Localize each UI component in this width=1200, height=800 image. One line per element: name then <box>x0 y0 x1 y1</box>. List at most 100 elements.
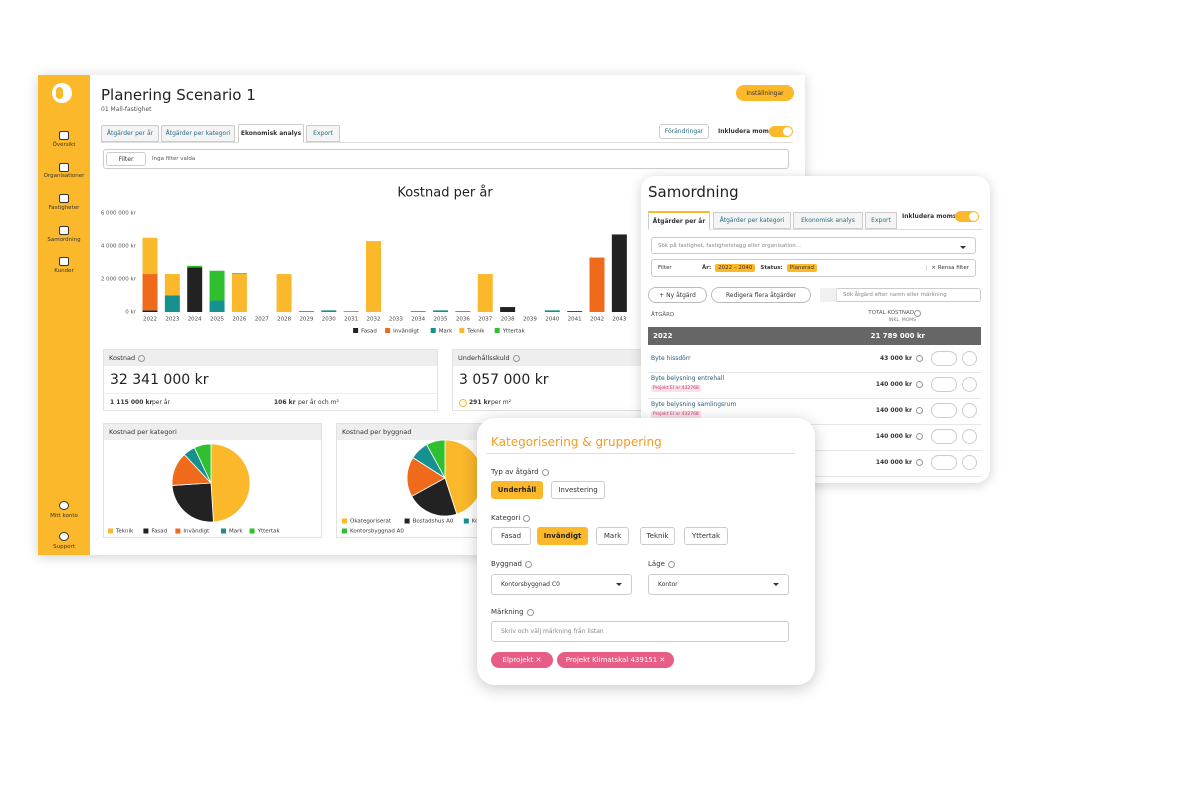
legend-swatch <box>385 328 391 333</box>
kpi-detail-value: 1 115 000 kr <box>110 399 153 406</box>
nav-item[interactable]: Support <box>53 544 75 550</box>
nav-item[interactable]: Fastigheter <box>48 205 80 211</box>
changes-button[interactable]: Förändringar <box>659 124 709 139</box>
x-tick-label: 2042 <box>590 317 604 323</box>
option-label: Fasad <box>500 532 522 540</box>
tab[interactable]: Åtgärder per kategori <box>713 212 791 229</box>
legend-swatch <box>249 528 255 534</box>
select-value: Kontor <box>658 581 678 588</box>
filter-button[interactable]: Filter <box>658 265 672 271</box>
field-label: Läge <box>648 560 675 568</box>
option[interactable]: Yttertak <box>684 527 728 545</box>
kpi-value: 3 057 000 kr <box>459 372 549 388</box>
x-tick-label: 2028 <box>277 317 291 323</box>
filter-button[interactable]: Filter <box>106 152 146 166</box>
tab[interactable]: Ekonomisk analys <box>793 212 863 229</box>
field-label-text: Byggnad <box>491 560 523 568</box>
edit-button[interactable]: Redigera flera åtgärder <box>711 287 811 303</box>
action-search[interactable]: Sök åtgärd efter namn eller märkning <box>820 288 981 302</box>
edit-button[interactable] <box>931 403 957 418</box>
more-button[interactable] <box>962 429 977 444</box>
more-button[interactable] <box>962 455 977 470</box>
tab[interactable]: Export <box>865 212 897 229</box>
edit-button[interactable] <box>931 455 957 470</box>
option[interactable]: Mark <box>596 527 629 545</box>
option-label: Invändigt <box>543 532 582 540</box>
tag-chip[interactable]: Elprojekt ✕ <box>491 652 553 668</box>
bar-segment <box>410 311 426 312</box>
tab-label: Åtgärder per kategori <box>719 217 785 224</box>
action-cost: 140 000 kr <box>875 433 912 440</box>
column-header: ÅTGÄRD <box>651 312 675 318</box>
nav-icon <box>59 257 69 266</box>
tag-chip[interactable]: Projekt Klimatskal 439151 ✕ <box>557 652 674 668</box>
option[interactable]: Fasad <box>491 527 531 545</box>
option[interactable]: Teknik <box>640 527 675 545</box>
legend-label: Fasad <box>151 529 167 535</box>
tab-active[interactable]: Ekonomisk analys <box>238 124 304 143</box>
action-name[interactable]: Byte hissdörr <box>651 355 691 362</box>
more-button[interactable] <box>962 377 977 392</box>
legend-swatch <box>221 528 226 534</box>
nav-item[interactable]: Organisationer <box>43 173 85 179</box>
legend-label: Bostadshus A0 <box>413 519 454 525</box>
option-selected[interactable]: Underhåll <box>491 481 543 499</box>
option[interactable]: Investering <box>551 481 605 499</box>
tab-active[interactable]: Åtgärder per år <box>648 211 710 230</box>
option-selected[interactable]: Invändigt <box>537 527 588 545</box>
bar-segment <box>611 234 627 312</box>
action-cost: 140 000 kr <box>875 381 912 388</box>
info-icon <box>916 381 923 388</box>
bar-segment <box>209 270 225 301</box>
settings-button[interactable]: Inställningar <box>736 85 794 101</box>
info-icon <box>667 560 675 568</box>
legend-swatch <box>342 528 347 534</box>
bar-segment <box>589 257 605 312</box>
info-icon <box>138 354 146 362</box>
vat-toggle[interactable] <box>769 126 793 137</box>
legend-label: Invändigt <box>183 529 210 535</box>
tab[interactable]: Åtgärder per år <box>101 125 159 142</box>
action-name[interactable]: Byte belysning entrehall <box>651 375 725 382</box>
edit-button[interactable] <box>931 429 957 444</box>
action-cost: 140 000 kr <box>875 459 912 466</box>
tab-label: Åtgärder per år <box>652 217 706 225</box>
vat-toggle[interactable] <box>955 211 979 222</box>
tab[interactable]: Export <box>306 125 340 142</box>
modal-title: Kategorisering & gruppering <box>491 435 662 449</box>
bar-segment <box>455 311 471 312</box>
nav-item[interactable]: Översikt <box>52 142 76 148</box>
search-box[interactable]: Sök på fastighet, fastighetstagg eller o… <box>651 237 976 254</box>
modal: Kategorisering & gruppering Typ av åtgär… <box>477 418 815 685</box>
edit-button[interactable] <box>931 377 957 392</box>
legend-label: Mark <box>439 329 453 335</box>
new-button[interactable]: + Ny åtgärd <box>648 287 707 303</box>
clear-filter[interactable]: × Rensa filter <box>926 265 969 271</box>
tab-label: Åtgärder per år <box>106 130 154 137</box>
legend-label: Teknik <box>115 529 134 535</box>
field-label-text: Märkning <box>491 608 524 616</box>
edit-button[interactable] <box>931 351 957 366</box>
logo-mark <box>56 87 63 99</box>
nav-item[interactable]: Mitt konto <box>50 513 78 519</box>
nav-item[interactable]: Samordning <box>47 237 81 243</box>
x-tick-label: 2030 <box>322 317 336 323</box>
action-name[interactable]: Byte belysning samlingsrum <box>651 401 737 408</box>
legend-swatch <box>342 518 347 524</box>
marking-input[interactable]: Skriv och välj märkning från listan <box>491 621 789 642</box>
y-tick-label: 6 000 000 kr <box>101 211 137 217</box>
location-select[interactable]: Kontor <box>648 574 789 595</box>
tab[interactable]: Åtgärder per kategori <box>161 125 235 142</box>
y-tick-label: 4 000 000 kr <box>101 244 137 250</box>
sidebar: Översikt Organisationer Fastigheter Samo… <box>38 75 90 555</box>
x-tick-label: 2040 <box>545 317 559 323</box>
divider <box>487 453 795 454</box>
bar-segment <box>567 311 583 312</box>
property-name[interactable]: 01 Mall-fastighet <box>101 106 152 113</box>
more-button[interactable] <box>962 351 977 366</box>
year-chip: 2022 – 2040 <box>715 264 756 272</box>
status-label: Status: <box>760 265 783 271</box>
nav-item[interactable]: Kunder <box>54 268 74 274</box>
more-button[interactable] <box>962 403 977 418</box>
building-select[interactable]: Kontorsbyggnad C0 <box>491 574 632 595</box>
